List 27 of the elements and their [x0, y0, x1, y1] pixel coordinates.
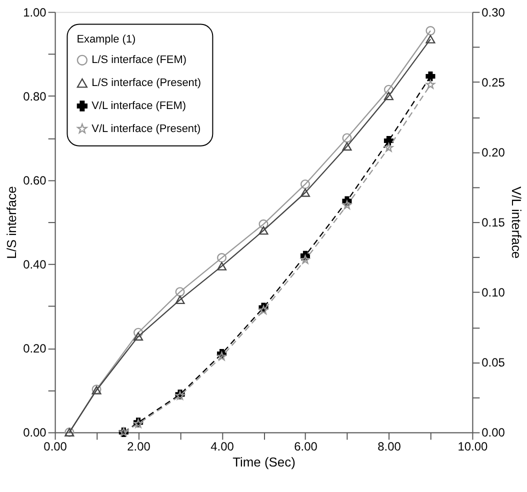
legend-label: V/L interface (Present) — [92, 122, 201, 135]
y-tick-label: 0.60 — [23, 174, 47, 188]
legend-label: L/S interface (Present) — [92, 77, 202, 90]
x-axis-title: Time (Sec) — [232, 454, 296, 470]
y-tick-label: 0.80 — [23, 89, 47, 104]
y2-tick-label: 0.10 — [482, 286, 506, 300]
y-tick-label: 1.00 — [23, 5, 47, 20]
x-tick-label: 6.00 — [294, 440, 318, 454]
x-tick-label: 10.00 — [458, 440, 488, 454]
y2-tick-label: 0.25 — [482, 75, 506, 90]
y-tick-label: 0.40 — [23, 258, 47, 272]
legend-label: L/S interface (FEM) — [92, 54, 186, 66]
legend-label: V/L interface (FEM) — [92, 100, 186, 112]
y2-tick-label: 0.05 — [482, 356, 506, 370]
y-tick-label: 0.20 — [23, 342, 47, 356]
y2-tick-label: 0.00 — [482, 426, 506, 440]
y2-axis-title: V/L interface — [508, 186, 524, 259]
y-tick-label: 0.00 — [23, 426, 47, 440]
x-tick-label: 8.00 — [378, 440, 402, 454]
x-tick-label: 0.00 — [44, 440, 68, 454]
x-tick-label: 4.00 — [210, 440, 234, 454]
x-tick-label: 2.00 — [127, 440, 151, 454]
y2-tick-label: 0.15 — [482, 216, 506, 230]
y2-tick-label: 0.20 — [482, 145, 506, 160]
y-axis-title: L/S interface — [4, 186, 20, 259]
legend-title: Example (1) — [76, 34, 136, 46]
y2-tick-label: 0.30 — [482, 5, 506, 20]
